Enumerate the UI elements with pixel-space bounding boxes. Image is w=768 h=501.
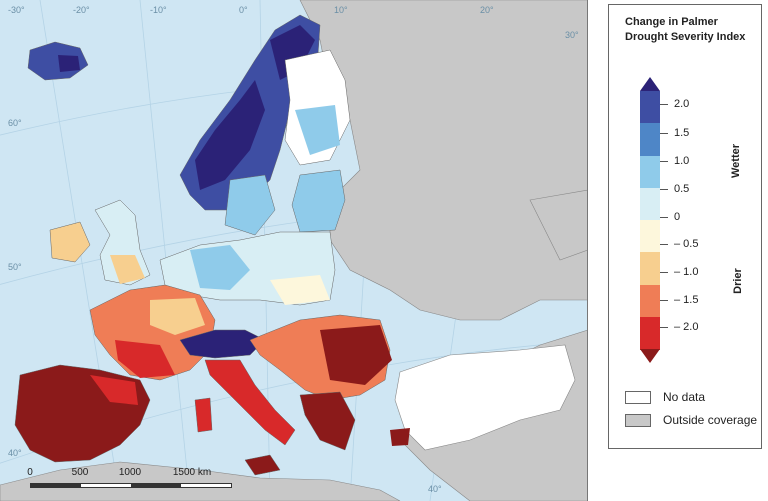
ramp-tick: 0 — [659, 211, 681, 223]
scale-bar: 0 500 1000 1500 km — [22, 465, 262, 491]
graticule-label: -20° — [73, 5, 90, 15]
graticule-label: 60° — [8, 118, 22, 128]
ramp-bottom-arrow — [640, 349, 660, 363]
ramp-tick: 1.5 — [659, 127, 690, 139]
scale-bar-track — [30, 483, 232, 488]
ramp-segment — [640, 187, 660, 221]
wetter-label: Wetter — [730, 143, 743, 179]
ramp-segment — [640, 155, 660, 189]
no-data-label: No data — [663, 390, 706, 404]
map-canvas — [0, 0, 587, 501]
germany-wet — [190, 245, 250, 290]
lapland-core — [270, 25, 315, 80]
france-north — [150, 298, 205, 335]
scale-tick: 1000 — [118, 467, 142, 478]
drought-map: -30° -20° -10° 0° 10° 20° 30° 40° 60° 50… — [0, 0, 588, 501]
pyrenees — [90, 375, 138, 405]
graticule-label: 30° — [565, 30, 579, 40]
sicily — [244, 454, 281, 476]
france-south — [115, 340, 175, 378]
scale-tick: 1500 km — [172, 467, 212, 478]
ramp-segment — [640, 252, 660, 285]
no-data-swatch — [625, 391, 651, 404]
ramp-top-arrow — [640, 77, 660, 91]
drier-label: Drier — [731, 268, 744, 294]
graticule-label: 20° — [480, 5, 494, 15]
finland-south — [295, 105, 340, 155]
ramp-tick: 2.0 — [659, 98, 690, 110]
scale-tick: 0 — [27, 467, 33, 478]
romania-bulgaria — [320, 325, 392, 385]
ramp-tick: 0.5 — [659, 183, 690, 195]
graticule-label: 10° — [334, 5, 348, 15]
iceland-core — [58, 55, 80, 72]
legend-title: Change in Palmer Drought Severity Index — [625, 16, 746, 43]
poland-south — [270, 275, 330, 305]
graticule-label: -30° — [8, 5, 25, 15]
ramp-segment — [640, 220, 660, 253]
legend-panel: Change in Palmer Drought Severity Index … — [608, 4, 762, 449]
graticule-label: -10° — [150, 5, 167, 15]
norway-core — [195, 80, 265, 190]
aegean-island — [390, 428, 410, 446]
ramp-tick: – 1.5 — [659, 294, 699, 306]
graticule-label: 0° — [239, 5, 248, 15]
outside-coverage-swatch — [625, 414, 651, 427]
ramp-segment — [640, 284, 660, 318]
graticule-label: 40° — [8, 448, 22, 458]
sardinia — [194, 397, 213, 433]
baltics — [291, 169, 346, 233]
ramp-segment — [640, 316, 660, 350]
italy — [204, 359, 296, 446]
sweden-south — [224, 174, 276, 236]
graticule-label: 40° — [428, 484, 442, 494]
graticule-label: 50° — [8, 262, 22, 272]
england-south — [110, 255, 145, 284]
outside-coverage-label: Outside coverage — [663, 413, 758, 427]
ramp-segment — [640, 123, 660, 156]
ireland — [49, 221, 91, 263]
ramp-segment — [640, 91, 660, 124]
scale-tick: 500 — [71, 467, 89, 478]
ramp-tick: 1.0 — [659, 155, 690, 167]
no-data-region — [394, 344, 576, 451]
greece — [299, 391, 356, 451]
ramp-tick: – 1.0 — [659, 266, 699, 278]
ramp-tick: – 2.0 — [659, 321, 699, 333]
ramp-tick: – 0.5 — [659, 238, 699, 250]
